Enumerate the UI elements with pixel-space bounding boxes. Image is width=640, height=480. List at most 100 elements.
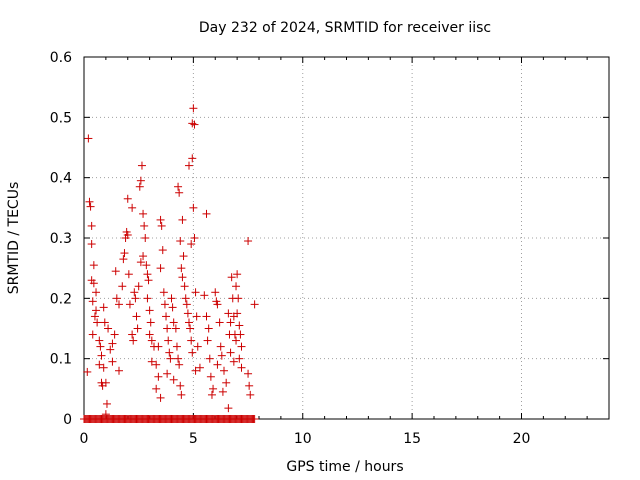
data-point — [132, 312, 141, 321]
data-point — [124, 270, 133, 279]
data-point — [224, 309, 233, 318]
data-point — [160, 300, 169, 309]
data-point — [235, 321, 244, 330]
data-point — [95, 360, 104, 369]
data-point — [226, 318, 235, 327]
data-point — [115, 366, 123, 375]
data-point — [89, 261, 98, 270]
data-point — [88, 330, 97, 339]
data-point — [111, 267, 120, 276]
data-point — [87, 221, 96, 230]
data-point — [156, 393, 165, 402]
data-point — [177, 390, 186, 399]
data-point — [215, 318, 224, 327]
data-point — [176, 381, 185, 390]
data-point — [152, 360, 161, 369]
data-point — [169, 318, 178, 327]
data-point — [180, 282, 189, 291]
data-point — [218, 387, 227, 396]
x-tick-label: 15 — [403, 431, 421, 447]
data-point — [190, 120, 199, 129]
data-point — [186, 324, 195, 333]
data-point — [179, 252, 188, 261]
data-point — [115, 300, 123, 309]
data-point — [250, 300, 259, 309]
data-point — [178, 273, 187, 282]
chart-title: Day 232 of 2024, SRMTID for receiver iis… — [199, 20, 491, 36]
data-point — [245, 381, 254, 390]
data-point — [92, 306, 101, 315]
data-point — [183, 309, 192, 318]
plot-frame — [83, 56, 610, 420]
data-point — [110, 330, 119, 339]
data-point — [192, 312, 201, 321]
data-point — [92, 288, 101, 297]
data-point — [177, 264, 186, 273]
data-point — [128, 330, 137, 339]
data-point — [123, 230, 132, 239]
data-point — [145, 306, 154, 315]
data-point — [144, 276, 153, 285]
data-point — [166, 354, 175, 363]
data-point — [189, 104, 198, 113]
data-point — [108, 357, 117, 366]
data-point — [152, 384, 161, 393]
data-point — [98, 381, 107, 390]
x-axis-title: GPS time / hours — [286, 459, 403, 475]
data-point — [216, 342, 225, 351]
data-point — [131, 294, 140, 303]
data-point — [202, 209, 211, 218]
data-point — [142, 261, 151, 270]
axis-ticks: 0 5 10 15 20 0 0.1 0.2 0.3 0.4 0.5 0.6 — [50, 50, 609, 447]
data-point — [145, 330, 154, 339]
data-point — [100, 318, 109, 327]
data-point — [163, 369, 172, 378]
data-point — [125, 300, 134, 309]
y-tick-label: 0.3 — [50, 231, 72, 247]
data-point — [191, 288, 200, 297]
data-point — [136, 258, 145, 267]
data-point — [158, 246, 167, 255]
data-point — [234, 294, 243, 303]
data-point — [176, 237, 185, 246]
data-point — [136, 176, 145, 185]
data-point — [237, 342, 246, 351]
data-point — [182, 300, 191, 309]
data-point — [211, 288, 220, 297]
data-point — [207, 390, 216, 399]
data-point — [204, 324, 213, 333]
data-point — [229, 357, 238, 366]
data-point — [178, 215, 187, 224]
data-point — [227, 273, 236, 282]
data-point — [123, 194, 132, 203]
data-point — [112, 294, 121, 303]
data-point — [232, 282, 241, 291]
data-point — [195, 363, 204, 372]
data-point — [154, 372, 163, 381]
data-point — [237, 363, 246, 372]
data-point — [165, 348, 174, 357]
data-point — [88, 297, 97, 306]
data-point — [140, 221, 149, 230]
data-point — [135, 182, 144, 191]
data-point — [189, 203, 198, 212]
data-point — [224, 404, 233, 413]
data-point — [174, 182, 183, 191]
data-points — [80, 104, 259, 423]
y-axis-title: SRMTID / TECUs — [6, 182, 22, 295]
data-point — [163, 324, 172, 333]
data-point — [156, 215, 165, 224]
data-point — [200, 291, 209, 300]
data-point — [147, 336, 156, 345]
data-point — [175, 360, 184, 369]
data-point — [233, 309, 242, 318]
data-point — [84, 134, 93, 143]
data-point — [95, 336, 104, 345]
data-point — [209, 384, 218, 393]
data-point — [244, 237, 253, 246]
data-point — [203, 336, 212, 345]
data-point — [83, 367, 92, 376]
data-point — [143, 270, 152, 279]
